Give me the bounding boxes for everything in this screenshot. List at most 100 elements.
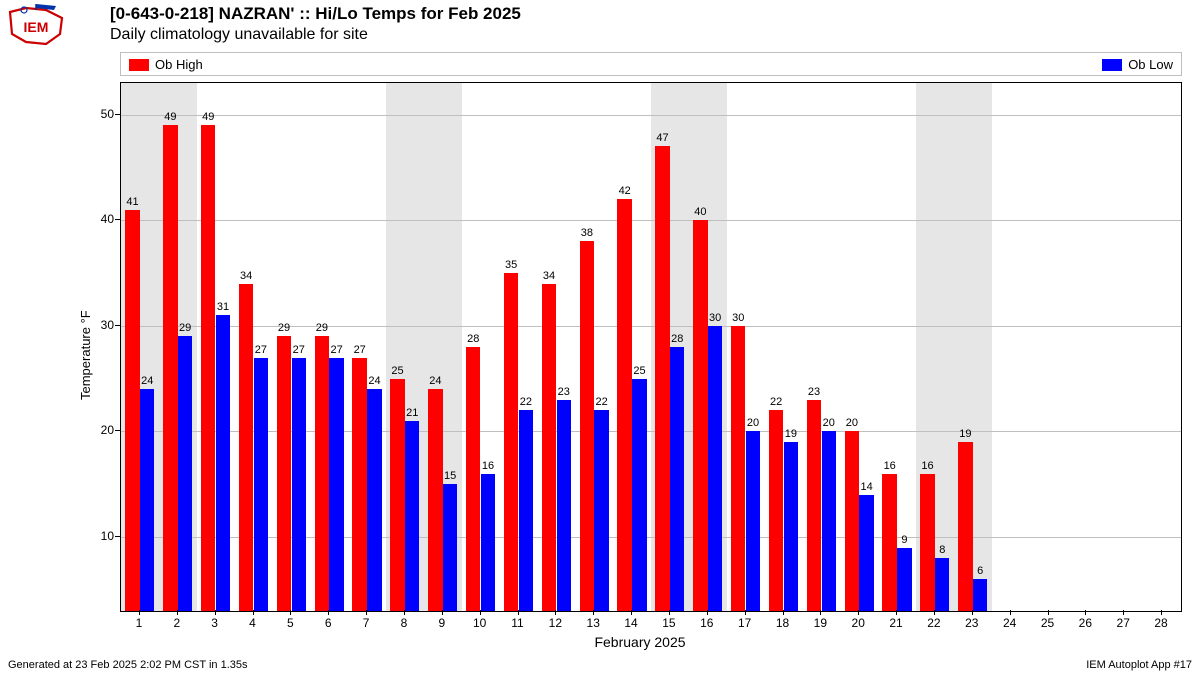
- bar-high-label: 19: [959, 428, 971, 440]
- x-tick-label: 13: [584, 616, 602, 630]
- x-tick-label: 6: [319, 616, 337, 630]
- footer-app: IEM Autoplot App #17: [1086, 659, 1192, 671]
- bar-high: [315, 336, 329, 611]
- bar-low: [973, 579, 987, 611]
- bar-high: [390, 379, 404, 611]
- svg-text:IEM: IEM: [24, 19, 49, 35]
- iem-logo: IEM: [6, 4, 66, 48]
- bar-low: [897, 548, 911, 611]
- plot-area: 4124492949313427292729272724252124152816…: [120, 82, 1182, 612]
- bar-high-label: 38: [581, 227, 593, 239]
- bar-high-label: 47: [656, 132, 668, 144]
- bar-high: [731, 326, 745, 611]
- bar-high: [882, 474, 896, 611]
- title-line-1: [0-643-0-218] NAZRAN' :: Hi/Lo Temps for…: [110, 4, 521, 24]
- bar-low-label: 24: [368, 375, 380, 387]
- bar-high: [920, 474, 934, 611]
- x-tick-label: 5: [281, 616, 299, 630]
- bar-high: [845, 431, 859, 611]
- y-tick-label: 20: [84, 423, 114, 437]
- bar-low-label: 8: [939, 544, 945, 556]
- chart-title: [0-643-0-218] NAZRAN' :: Hi/Lo Temps for…: [110, 4, 521, 44]
- bar-low: [859, 495, 873, 611]
- x-tick-label: 15: [660, 616, 678, 630]
- bar-low: [594, 410, 608, 611]
- x-tick-label: 3: [206, 616, 224, 630]
- bar-high-label: 16: [921, 460, 933, 472]
- bar-low-label: 27: [330, 344, 342, 356]
- bar-high: [769, 410, 783, 611]
- y-axis-label: Temperature °F: [78, 386, 93, 400]
- legend-label-low: Ob Low: [1128, 57, 1173, 72]
- bar-low: [746, 431, 760, 611]
- x-tick-label: 21: [887, 616, 905, 630]
- bar-low-label: 19: [785, 428, 797, 440]
- bar-low-label: 16: [482, 460, 494, 472]
- bar-low: [292, 358, 306, 611]
- bar-low: [670, 347, 684, 611]
- x-tick-label: 22: [925, 616, 943, 630]
- bar-low-label: 20: [823, 417, 835, 429]
- x-tick-label: 23: [963, 616, 981, 630]
- x-tick-label: 25: [1039, 616, 1057, 630]
- bar-high-label: 49: [164, 111, 176, 123]
- bar-low: [254, 358, 268, 611]
- bar-high-label: 40: [694, 206, 706, 218]
- bar-low-label: 9: [901, 534, 907, 546]
- bar-low: [822, 431, 836, 611]
- y-tick-label: 40: [84, 212, 114, 226]
- bar-low: [935, 558, 949, 611]
- bar-low-label: 22: [520, 396, 532, 408]
- bar-low: [329, 358, 343, 611]
- bar-low-label: 31: [217, 301, 229, 313]
- bar-low: [140, 389, 154, 611]
- bar-low: [708, 326, 722, 611]
- legend: Ob High Ob Low: [120, 52, 1182, 76]
- footer-generated: Generated at 23 Feb 2025 2:02 PM CST in …: [8, 659, 248, 671]
- bar-high: [504, 273, 518, 611]
- x-tick-label: 17: [736, 616, 754, 630]
- bar-low-label: 14: [860, 481, 872, 493]
- plot-inner: 4124492949313427292729272724252124152816…: [121, 83, 1181, 611]
- bar-high: [655, 146, 669, 611]
- bar-high-label: 16: [884, 460, 896, 472]
- page: { "title": { "line1": "[0-643-0-218] NAZ…: [0, 0, 1200, 675]
- bar-high: [163, 125, 177, 611]
- x-tick-label: 27: [1114, 616, 1132, 630]
- bar-high: [580, 241, 594, 611]
- x-tick-label: 4: [244, 616, 262, 630]
- bar-high-label: 23: [808, 386, 820, 398]
- bar-low: [519, 410, 533, 611]
- x-tick-label: 7: [357, 616, 375, 630]
- title-line-2: Daily climatology unavailable for site: [110, 26, 521, 44]
- bar-low-label: 23: [558, 386, 570, 398]
- legend-swatch-high: [129, 59, 149, 71]
- y-tick-label: 10: [84, 529, 114, 543]
- bar-high: [617, 199, 631, 611]
- bar-high-label: 42: [619, 185, 631, 197]
- x-tick-label: 28: [1152, 616, 1170, 630]
- y-tick-label: 50: [84, 107, 114, 121]
- x-tick-label: 1: [130, 616, 148, 630]
- bar-low-label: 27: [293, 344, 305, 356]
- x-tick-label: 2: [168, 616, 186, 630]
- bar-low-label: 28: [671, 333, 683, 345]
- bar-high-label: 49: [202, 111, 214, 123]
- bar-high-label: 24: [429, 375, 441, 387]
- bar-high: [352, 358, 366, 611]
- legend-item-high: Ob High: [129, 57, 203, 72]
- x-tick-label: 26: [1076, 616, 1094, 630]
- bar-high-label: 29: [278, 322, 290, 334]
- bar-high-label: 34: [240, 270, 252, 282]
- x-tick-label: 9: [433, 616, 451, 630]
- x-tick-label: 10: [471, 616, 489, 630]
- bar-high-label: 35: [505, 259, 517, 271]
- bar-high-label: 27: [354, 344, 366, 356]
- bar-high-label: 30: [732, 312, 744, 324]
- grid-line: [121, 220, 1181, 221]
- x-tick-label: 18: [774, 616, 792, 630]
- bar-high-label: 20: [846, 417, 858, 429]
- bar-low: [632, 379, 646, 611]
- bar-low: [481, 474, 495, 611]
- bar-low-label: 22: [595, 396, 607, 408]
